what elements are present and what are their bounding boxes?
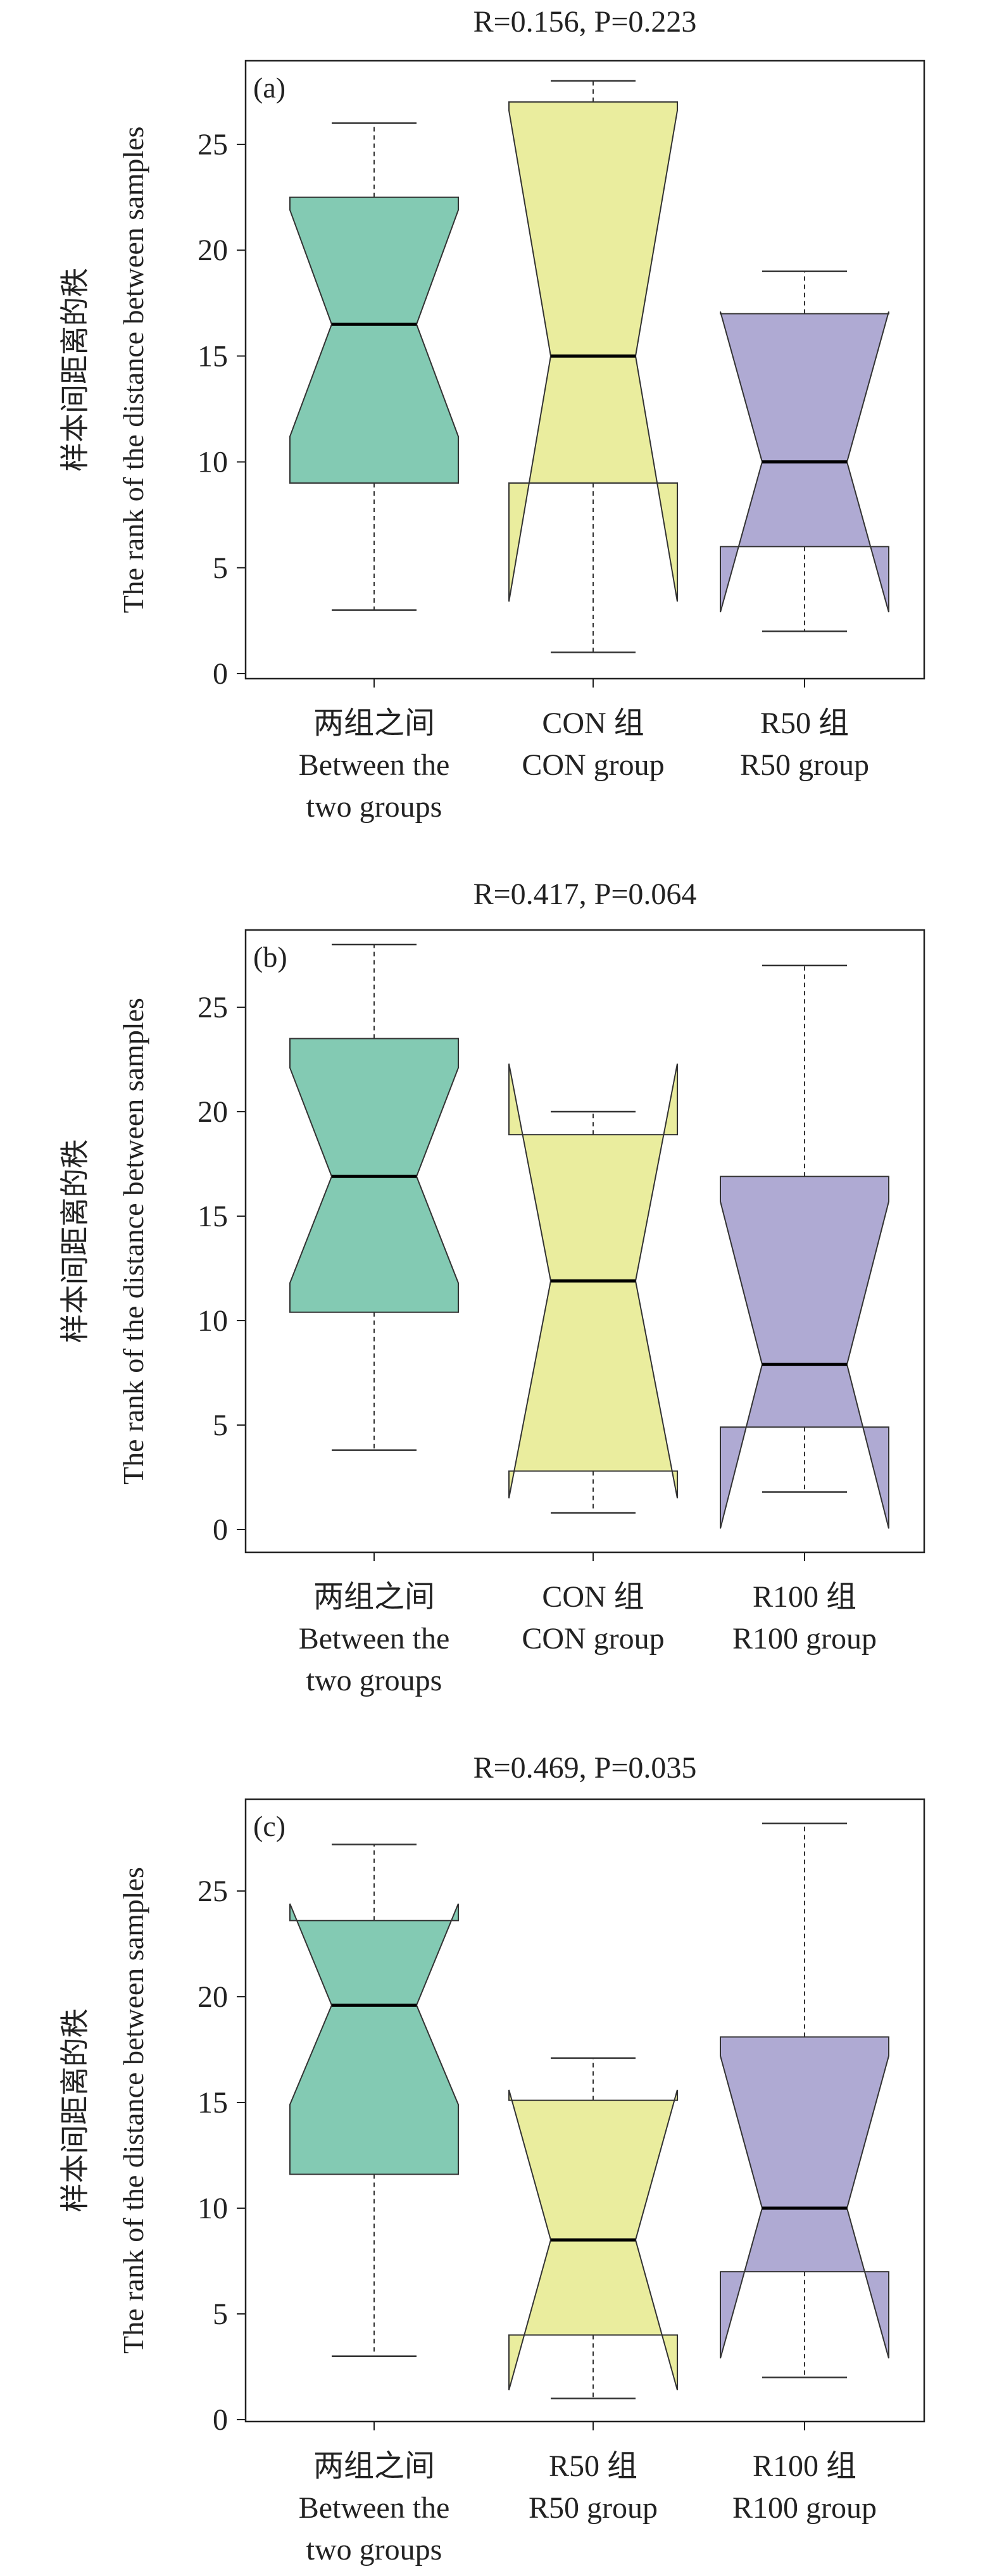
y-tick-label: 0 [213,2403,228,2437]
x-tick-label: R50 group [740,748,869,782]
x-tick-label: R100 组 [753,1580,856,1614]
panel-label: (b) [253,941,287,973]
y-tick-label: 10 [198,446,228,479]
y-tick-label: 5 [213,2297,228,2331]
y-axis-title-cn: 样本间距离的秩 [59,1140,91,1343]
chart-title: R=0.469, P=0.035 [473,1751,697,1785]
x-tick-label: 两组之间 [313,2449,435,2483]
y-axis-title-en: The rank of the distance between samples [117,998,149,1485]
y-tick-label: 10 [198,1304,228,1338]
y-tick-label: 20 [198,1095,228,1129]
chart-title: R=0.417, P=0.064 [473,877,697,911]
x-tick-label: Between the [299,748,450,782]
chart-title: R=0.156, P=0.223 [473,5,697,39]
y-tick-label: 20 [198,1980,228,2014]
box-1 [508,2057,678,2399]
x-tick-label: two groups [306,790,442,824]
notched-box [720,1176,889,1529]
y-tick-label: 20 [198,234,228,267]
x-tick-label: CON 组 [542,707,644,740]
box-0 [289,122,459,611]
x-tick-label: Between the [299,2491,450,2525]
notched-box [289,196,459,484]
box-0 [289,1844,459,2358]
y-tick-label: 25 [198,991,228,1024]
y-tick-label: 25 [198,128,228,161]
x-tick-label: R100 组 [753,2449,856,2483]
x-tick-label: CON group [522,748,664,782]
x-tick-label: CON 组 [542,1580,644,1614]
panel-label: (a) [253,72,285,104]
x-tick-label: two groups [306,2533,442,2567]
notched-box [720,2036,889,2359]
x-tick-label: CON group [522,1622,664,1656]
plot-frame [244,929,925,1554]
y-tick-label: 10 [198,2192,228,2225]
panel-label: (c) [253,1810,285,1842]
box-1 [508,80,678,653]
notched-box [508,101,678,602]
y-tick-label: 15 [198,1200,228,1233]
plot-frame [244,1798,925,2423]
y-axis-title-cn: 样本间距离的秩 [59,268,91,472]
panel-b: R=0.417, P=0.064 (b) 0 5 10 15 20 25 样本间距离的秩 The … [59,877,925,1697]
notched-box [289,1903,459,2175]
y-tick-label: 0 [213,657,228,691]
box-0 [289,943,459,1451]
box-2 [720,1822,889,2378]
x-tick-label: R50 组 [549,2449,637,2483]
panel-c: R=0.469, P=0.035 (c) 0 5 10 15 20 25 样本间距离的秩 The … [59,1751,925,2567]
y-tick-label: 5 [213,551,228,585]
x-tick-label: R50 group [529,2491,658,2525]
y-axis-title-en: The rank of the distance between samples [117,1867,149,2354]
panel-a: R=0.156, P=0.223 (a) 0 5 10 15 20 25 样本间距离的秩 The … [59,5,925,824]
y-tick-label: 0 [213,1513,228,1547]
y-tick-label: 5 [213,1409,228,1442]
x-tick-label: R100 group [732,2491,877,2525]
box-1 [508,1063,678,1514]
x-tick-label: R100 group [732,1622,877,1656]
x-tick-label: 两组之间 [313,707,435,740]
y-axis-title-en: The rank of the distance between samples [117,127,149,613]
y-tick-label: 15 [198,339,228,373]
y-axis-title-cn: 样本间距离的秩 [59,2009,91,2213]
plot-frame [244,60,925,680]
y-tick-label: 15 [198,2086,228,2120]
box-2 [720,964,889,1529]
box-2 [720,270,889,632]
x-tick-label: R50 组 [760,707,849,740]
y-tick-label: 25 [198,1875,228,1908]
x-tick-label: Between the [299,1622,450,1656]
x-tick-label: 两组之间 [313,1580,435,1614]
x-tick-label: two groups [306,1664,442,1697]
